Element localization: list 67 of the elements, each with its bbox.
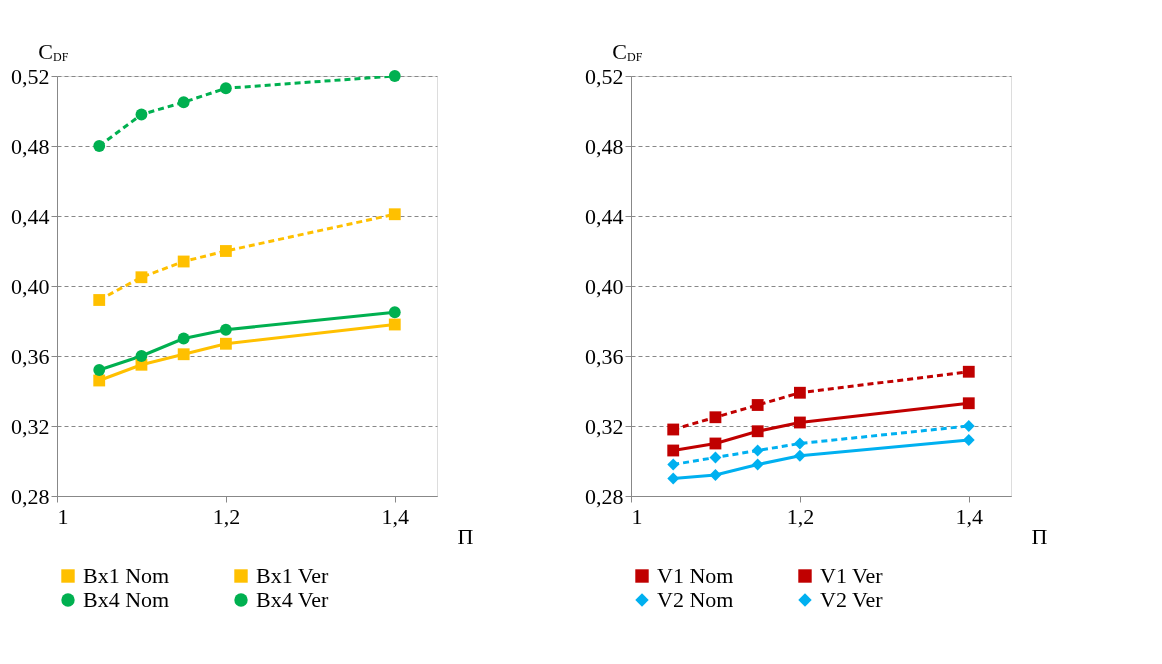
point [135, 350, 148, 362]
point [667, 423, 680, 436]
y-tick-label: 0,36 [11, 343, 50, 369]
point [751, 399, 764, 411]
y-tick-label: 0,52 [11, 63, 50, 89]
y-tick-label: 0,52 [585, 63, 624, 89]
point [751, 458, 764, 471]
point [135, 108, 148, 121]
point [177, 332, 190, 345]
y-tick-label: 0,28 [11, 483, 50, 509]
point [793, 437, 806, 450]
point [751, 444, 764, 457]
y-tick-label: 0,28 [585, 483, 624, 509]
x-tick-label: 1 [57, 503, 69, 529]
point [219, 245, 232, 257]
y-tick-label: 0,32 [585, 413, 624, 439]
point [709, 469, 722, 481]
legend-label: Bx1 Nom [83, 563, 170, 588]
point [177, 348, 190, 361]
y-tick-label: 0,32 [11, 413, 50, 439]
point [135, 271, 148, 284]
point [93, 364, 106, 376]
point [219, 337, 232, 350]
y-tick-label: 0,36 [585, 343, 624, 369]
y-tick-label: 0,48 [11, 133, 50, 159]
point [667, 458, 680, 471]
y-tick-label: 0,40 [585, 273, 624, 299]
x-tick-label: 1,2 [786, 503, 815, 529]
legend-label: Bx1 Ver [256, 563, 329, 588]
point [93, 294, 106, 306]
point [751, 425, 764, 438]
y-tick-label: 0,44 [585, 203, 624, 229]
point [388, 70, 401, 82]
point [93, 140, 106, 152]
legend-label: V1 Ver [820, 563, 884, 588]
point [793, 416, 806, 429]
legend-label: V1 Nom [657, 563, 734, 588]
y-tick-label: 0,40 [11, 273, 50, 299]
y-tick-label: 0,48 [585, 133, 624, 159]
point [388, 318, 401, 331]
point [219, 82, 232, 95]
point [709, 411, 722, 424]
point [177, 96, 190, 109]
point [667, 444, 680, 457]
x-tick-label: 1,4 [955, 503, 984, 529]
x-tick-label: 1,2 [212, 503, 241, 529]
legend-label: Bx4 Nom [83, 587, 170, 612]
x-tick-label: 1,4 [381, 503, 410, 529]
x-axis-title: Π [457, 523, 474, 549]
x-axis-title: Π [1031, 523, 1048, 549]
point [388, 306, 401, 319]
legend-label: V2 Nom [657, 587, 734, 612]
point [388, 208, 401, 221]
y-tick-label: 0,44 [11, 203, 50, 229]
x-tick-label: 1 [631, 503, 643, 529]
y-axis-title: CDF [38, 39, 69, 64]
point [793, 386, 806, 399]
point [219, 323, 232, 336]
y-axis-title: CDF [612, 39, 643, 64]
legend-label: V2 Ver [820, 587, 884, 612]
point [962, 365, 975, 378]
legend-label: Bx4 Ver [256, 587, 329, 612]
point [93, 374, 106, 387]
point [793, 449, 806, 462]
point [177, 255, 190, 268]
point [667, 472, 680, 485]
point [962, 397, 975, 410]
